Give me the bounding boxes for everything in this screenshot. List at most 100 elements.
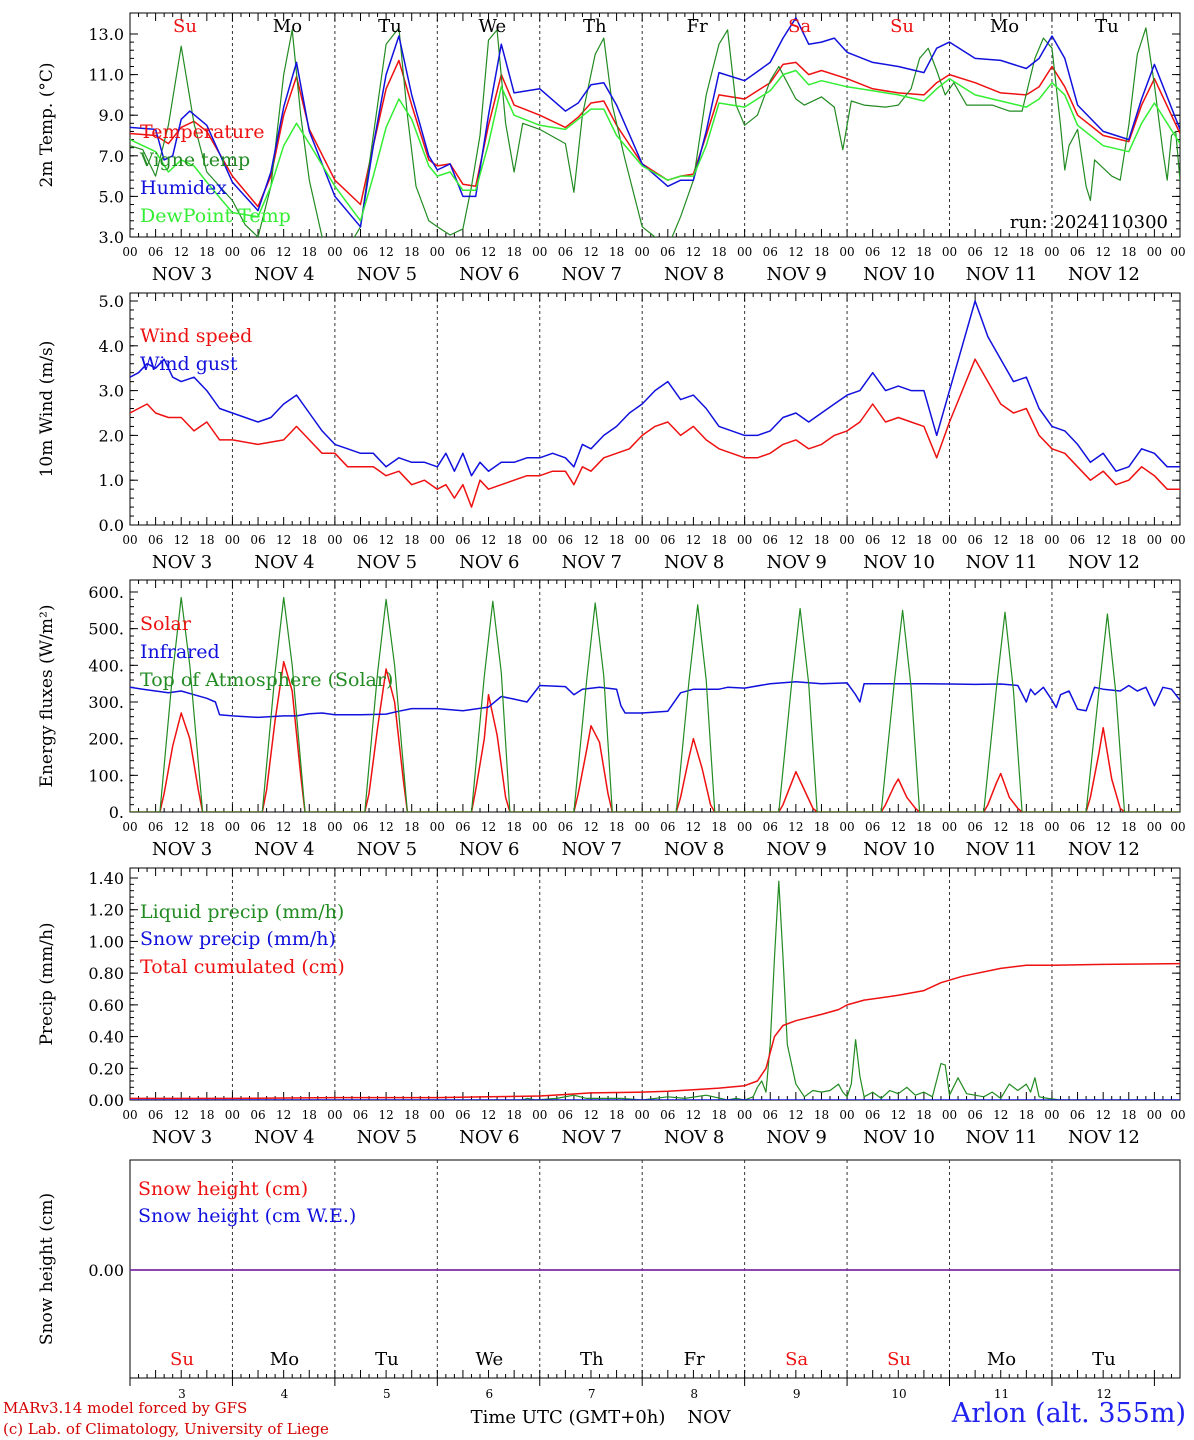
hour-label: 00: [1044, 245, 1059, 259]
hour-label: 12: [481, 245, 496, 259]
legend-entry: DewPoint Temp: [140, 205, 291, 227]
legend-entry: Total cumulated (cm): [140, 956, 345, 978]
hour-label: 12: [174, 820, 189, 834]
hour-label: 18: [814, 533, 829, 547]
hour-label: 12: [686, 533, 701, 547]
hour-label: 18: [199, 245, 214, 259]
y-tick-label: 9.0: [99, 106, 124, 125]
panel-2: 00 06 12 18 00 06 12 18 00 06 12 18 00 06 12 18 00 06 12 18…: [37, 292, 1186, 573]
hour-label: 00: [532, 1108, 547, 1122]
series-group: [130, 17, 1180, 237]
hour-label: 00: [1147, 820, 1162, 834]
hour-label: 00: [1044, 1108, 1059, 1122]
y-axis-label: 2m Temp. (°C): [37, 62, 57, 187]
hour-label: 06: [1070, 820, 1085, 834]
day-label: NOV 10: [863, 552, 935, 573]
hour-label: 00: [942, 1108, 957, 1122]
hour-label: 12: [788, 245, 803, 259]
hour-label: 12: [276, 533, 291, 547]
legend-entry: Infrared: [140, 641, 220, 663]
y-tick-label: 11.0: [88, 66, 124, 85]
weekday-label: We: [478, 16, 506, 37]
hour-label: 12: [276, 820, 291, 834]
hour-label: 12: [481, 1108, 496, 1122]
hour-label: 00: [839, 533, 854, 547]
hour-label: 12: [583, 1108, 598, 1122]
day-label: NOV 5: [357, 264, 417, 285]
hour-label: 00: [225, 245, 240, 259]
day-label: NOV 9: [766, 552, 826, 573]
y-tick-label: 4.0: [99, 337, 124, 356]
y-tick-label: 0.00: [88, 1261, 124, 1280]
day-label: NOV 4: [254, 264, 314, 285]
hour-label: 00: [430, 533, 445, 547]
series-line-3: [130, 596, 1180, 812]
y-tick-label: 3.0: [99, 382, 124, 401]
series-line-2: [130, 300, 1180, 477]
y-tick-label: 0.00: [88, 1091, 124, 1110]
y-tick-label: 1.0: [99, 471, 124, 490]
weekday-label: Mo: [273, 16, 302, 37]
hour-label: 12: [788, 820, 803, 834]
series-line-4: [130, 69, 1180, 222]
weekday-label: Tu: [1095, 16, 1119, 37]
hour-label: 06: [455, 1108, 470, 1122]
hour-label: 12: [891, 245, 906, 259]
hour-label: 06: [763, 245, 778, 259]
hour-label: 06: [455, 820, 470, 834]
y-tick-label: 1.20: [88, 901, 124, 920]
day-label: NOV 4: [254, 552, 314, 573]
hour-label: 06: [353, 820, 368, 834]
hour-label: 00: [1170, 245, 1185, 259]
weekday-label: Tu: [375, 1349, 399, 1370]
hour-label: 12: [276, 245, 291, 259]
weekday-label: Su: [890, 16, 914, 37]
hour-label: 18: [814, 1108, 829, 1122]
hour-label: 18: [916, 245, 931, 259]
hour-label: 06: [558, 1108, 573, 1122]
hour-label: 06: [148, 245, 163, 259]
hour-label: 06: [967, 533, 982, 547]
hour-label: 12: [1096, 245, 1111, 259]
y-tick-label: 1.40: [88, 869, 124, 888]
hour-label: 06: [250, 533, 265, 547]
y-tick-label: 2.0: [99, 426, 124, 445]
hour-label: 00: [430, 245, 445, 259]
hour-label: 06: [967, 245, 982, 259]
legend-entry: Temperature: [140, 121, 264, 143]
hour-label: 12: [891, 820, 906, 834]
weekday-label: Su: [173, 16, 197, 37]
weekday-label: Tu: [378, 16, 402, 37]
hour-label: 00: [430, 1108, 445, 1122]
hour-label: 12: [788, 533, 803, 547]
hour-label: 06: [1070, 1108, 1085, 1122]
hour-label: 00: [635, 1108, 650, 1122]
hour-label: 06: [660, 1108, 675, 1122]
hour-label: 18: [814, 245, 829, 259]
hour-label: 00: [737, 245, 752, 259]
hour-label: 12: [1096, 1108, 1111, 1122]
series-line-1: [130, 358, 1180, 508]
hour-label: 18: [609, 533, 624, 547]
day-label: NOV 7: [562, 839, 622, 860]
hour-label: 12: [993, 533, 1008, 547]
hour-label: 12: [891, 533, 906, 547]
y-tick-label: 7.0: [99, 147, 124, 166]
day-label: NOV 8: [664, 264, 724, 285]
hour-label: 00: [1170, 533, 1185, 547]
day-number: 8: [690, 1387, 698, 1401]
month-label: NOV: [687, 1407, 731, 1428]
legend-entry: Snow height (cm): [138, 1178, 308, 1200]
hour-label: 18: [1121, 820, 1136, 834]
hour-label: 18: [507, 533, 522, 547]
hour-label: 06: [660, 245, 675, 259]
day-number: 12: [1096, 1387, 1111, 1401]
hour-label: 12: [378, 533, 393, 547]
day-number: 9: [793, 1387, 801, 1401]
y-tick-label: 13.0: [88, 25, 124, 44]
day-label: NOV 5: [357, 552, 417, 573]
hour-label: 00: [737, 1108, 752, 1122]
hour-label: 18: [609, 1108, 624, 1122]
series-line-2: [130, 27, 1180, 237]
hour-label: 18: [1121, 245, 1136, 259]
